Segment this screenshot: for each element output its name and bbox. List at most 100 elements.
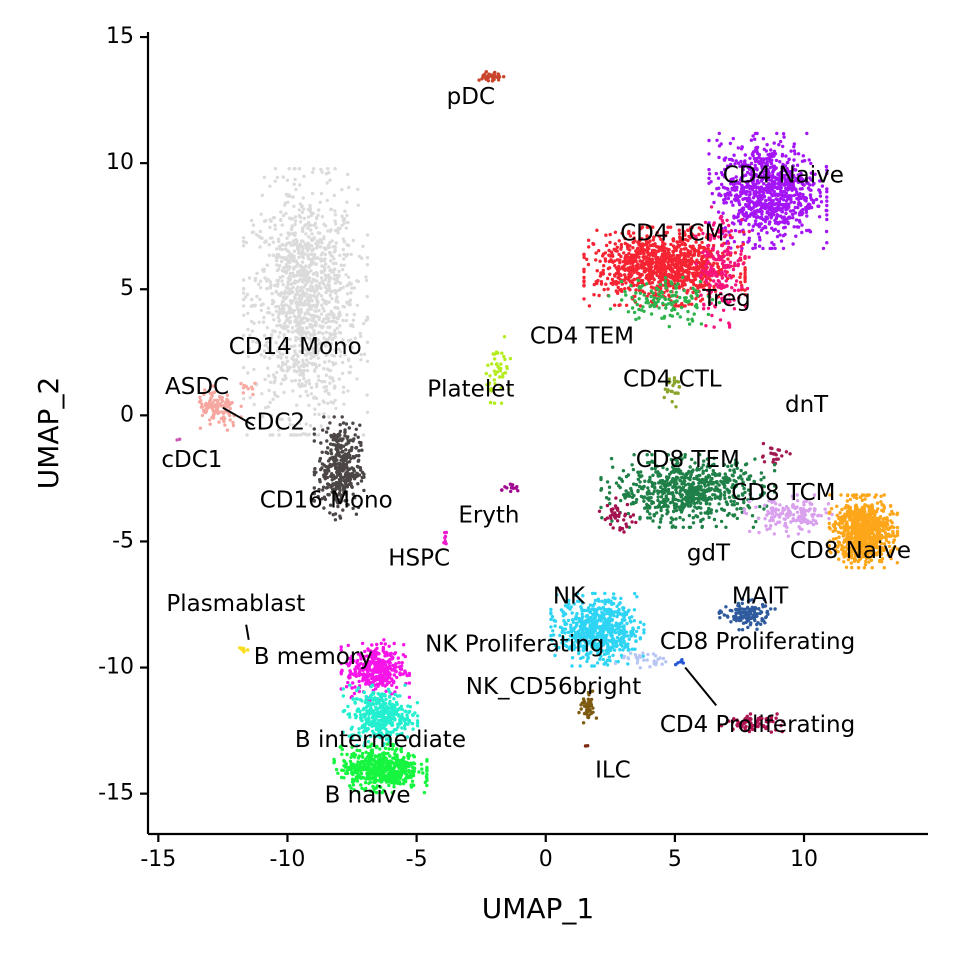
data-point	[348, 344, 352, 349]
data-point	[721, 254, 726, 259]
data-point	[784, 207, 788, 211]
data-point	[767, 171, 771, 175]
data-point	[268, 433, 272, 437]
data-point	[334, 466, 338, 471]
data-point	[329, 464, 334, 468]
data-point	[621, 493, 626, 497]
data-point	[343, 478, 348, 483]
data-point	[316, 433, 321, 437]
data-point	[284, 262, 289, 267]
data-point	[658, 266, 662, 270]
data-point	[360, 475, 364, 480]
data-point	[327, 250, 332, 255]
data-point	[665, 230, 669, 235]
data-point	[322, 415, 326, 419]
data-point	[631, 500, 635, 505]
data-point	[326, 316, 331, 321]
data-point	[342, 263, 346, 267]
data-point	[259, 308, 263, 313]
data-point	[326, 482, 331, 487]
data-point	[323, 257, 327, 261]
data-point	[333, 306, 337, 310]
data-point	[335, 450, 340, 454]
data-point	[341, 338, 345, 342]
data-point	[327, 276, 331, 280]
data-point	[679, 305, 684, 310]
data-point	[709, 487, 714, 491]
data-point	[340, 415, 344, 419]
data-point	[664, 306, 668, 310]
data-point	[268, 340, 272, 344]
data-point	[807, 228, 811, 232]
data-point	[269, 333, 274, 337]
data-point	[309, 392, 314, 396]
data-point	[770, 506, 775, 510]
data-point	[719, 268, 724, 272]
data-point	[646, 257, 650, 261]
data-point	[332, 415, 336, 419]
data-point	[669, 520, 673, 525]
data-point	[784, 211, 788, 216]
data-point	[752, 214, 756, 218]
data-point	[345, 436, 349, 440]
data-point	[772, 141, 776, 145]
data-point	[756, 160, 761, 164]
data-point	[318, 231, 322, 235]
data-point	[352, 312, 356, 317]
data-point	[296, 336, 300, 340]
data-point	[718, 318, 723, 322]
data-point	[753, 222, 757, 226]
data-point	[749, 138, 754, 142]
data-point	[260, 193, 264, 197]
data-point	[330, 353, 334, 357]
data-point	[300, 273, 304, 277]
data-point	[697, 498, 701, 503]
data-point	[800, 182, 804, 186]
data-point	[645, 505, 649, 509]
data-point	[628, 271, 632, 275]
data-point	[761, 454, 765, 458]
data-point	[733, 194, 738, 198]
data-point	[345, 502, 349, 507]
data-point	[777, 448, 782, 452]
data-point	[682, 288, 686, 293]
data-point	[650, 499, 654, 504]
data-point	[795, 163, 800, 167]
data-point	[298, 384, 302, 389]
data-point	[359, 468, 363, 472]
data-point	[283, 203, 287, 207]
data-point	[310, 191, 315, 196]
data-point	[713, 488, 717, 492]
data-point	[704, 263, 708, 268]
data-point	[312, 167, 316, 171]
data-point	[329, 259, 333, 263]
data-point	[314, 337, 318, 341]
data-point	[638, 291, 642, 295]
data-point	[798, 195, 802, 199]
data-point	[729, 182, 733, 186]
data-point	[265, 263, 269, 267]
data-point	[741, 167, 745, 172]
data-point	[292, 182, 296, 186]
data-point	[607, 294, 611, 298]
data-point	[242, 313, 246, 317]
data-point	[692, 275, 697, 279]
data-point	[725, 218, 729, 222]
data-point	[731, 513, 735, 517]
data-point	[308, 293, 312, 298]
data-point	[328, 229, 332, 233]
data-point	[684, 275, 689, 279]
data-point	[817, 188, 821, 192]
data-point	[750, 211, 755, 215]
data-point	[645, 234, 649, 238]
data-point	[276, 237, 281, 241]
data-point	[710, 268, 715, 272]
data-point	[641, 305, 645, 309]
data-point	[273, 329, 277, 334]
data-point	[283, 289, 287, 293]
data-point	[697, 285, 702, 289]
data-point	[324, 290, 328, 295]
data-point	[791, 208, 796, 213]
data-point	[671, 238, 676, 242]
data-point	[670, 400, 674, 404]
